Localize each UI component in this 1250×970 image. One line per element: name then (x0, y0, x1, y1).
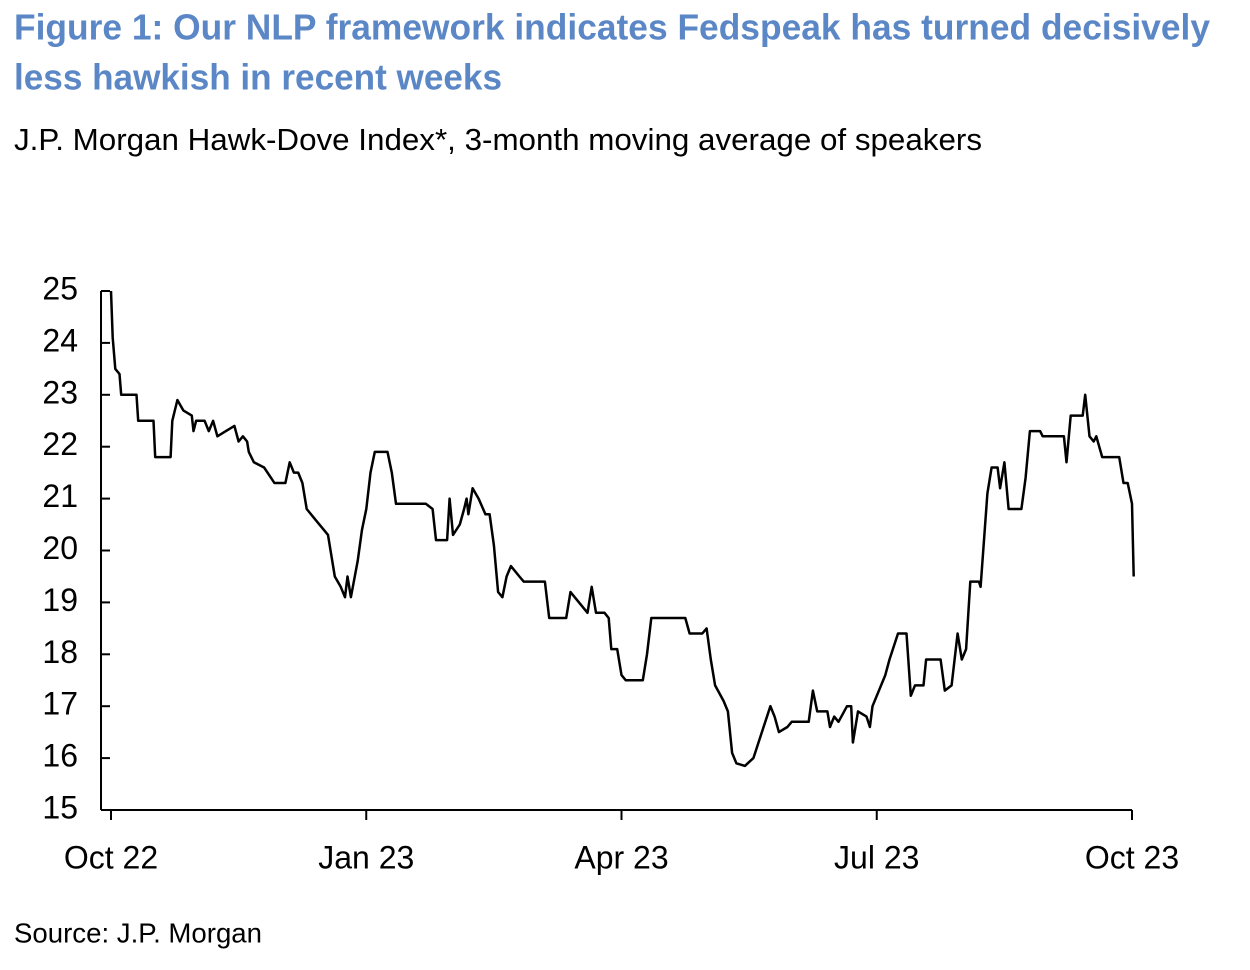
x-tick-label: Apr 23 (574, 839, 668, 875)
data-line (109, 290, 1135, 768)
x-tick-label: Jul 23 (834, 839, 919, 875)
y-tick-label: 25 (42, 270, 78, 306)
y-tick-label: 19 (42, 582, 78, 618)
y-tick-label: 20 (42, 530, 78, 566)
chart-subtitle: J.P. Morgan Hawk-Dove Index*, 3-month mo… (14, 122, 982, 157)
chart-title: less hawkish in recent weeks (14, 57, 502, 98)
x-tick-label: Oct 23 (1085, 839, 1179, 875)
y-tick-label: 15 (42, 789, 78, 825)
y-tick-label: 17 (42, 686, 78, 722)
y-tick-label: 16 (42, 738, 78, 774)
source-note: Source: J.P. Morgan (14, 917, 262, 948)
y-tick-label: 24 (42, 322, 78, 358)
y-tick-label: 21 (42, 478, 78, 514)
y-tick-label: 23 (42, 374, 78, 410)
y-tick-label: 22 (42, 426, 78, 462)
chart-title: Figure 1: Our NLP framework indicates Fe… (14, 7, 1210, 48)
x-tick-label: Oct 22 (64, 839, 158, 875)
y-tick-label: 18 (42, 634, 78, 670)
x-tick-label: Jan 23 (318, 839, 414, 875)
